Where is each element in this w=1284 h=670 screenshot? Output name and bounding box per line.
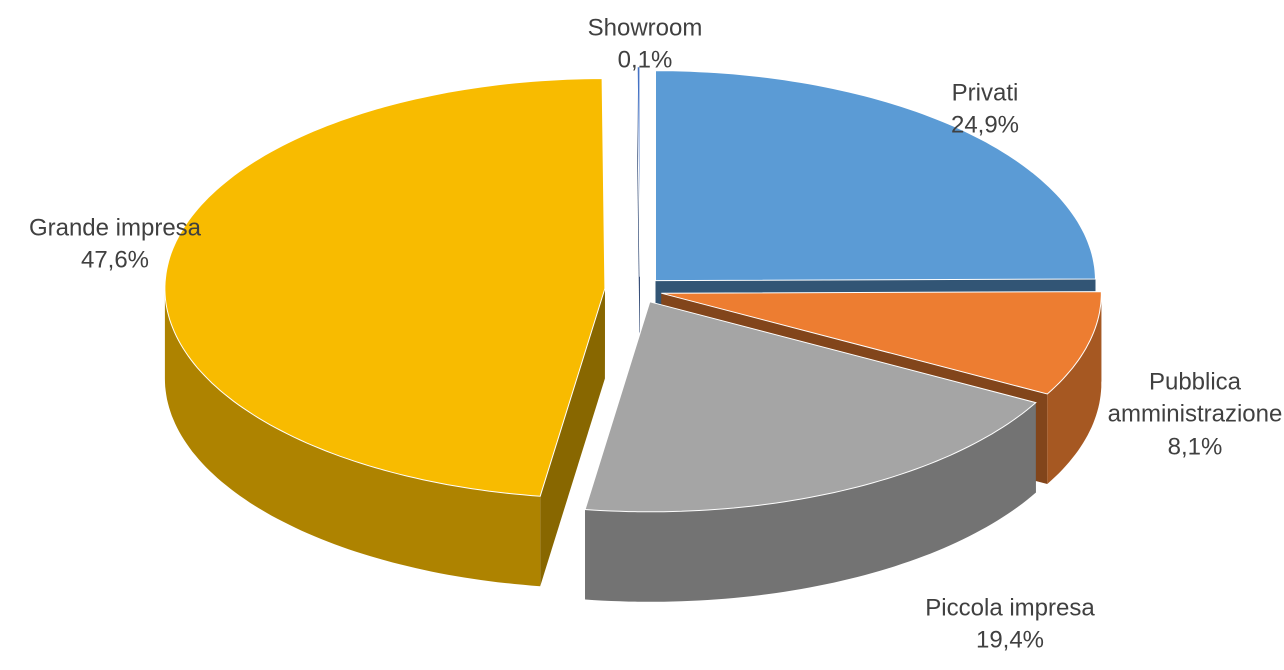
data-label: Grande impresa 47,6% bbox=[20, 213, 210, 278]
data-label: Piccola impresa 19,4% bbox=[915, 593, 1105, 658]
slice-outer-wall bbox=[585, 402, 1036, 602]
value-label: 0,1% bbox=[617, 47, 673, 74]
data-label: Showroom 0,1% bbox=[550, 13, 740, 78]
category-label: Showroom bbox=[587, 14, 703, 42]
slice bbox=[655, 70, 1097, 282]
data-label: Privati 24,9% bbox=[890, 78, 1080, 143]
value-label: 47,6% bbox=[80, 247, 150, 274]
value-label: 8,1% bbox=[1167, 433, 1223, 461]
slice-outer-wall bbox=[164, 288, 541, 587]
category-label: Pubblica amministrazione bbox=[1107, 368, 1283, 428]
data-label: Pubblica amministrazione 8,1% bbox=[1100, 366, 1284, 463]
category-label: Privati bbox=[951, 79, 1019, 107]
slice-edge-wall bbox=[540, 288, 605, 587]
value-label: 24,9% bbox=[950, 112, 1020, 139]
category-label: Grande impresa bbox=[28, 214, 202, 242]
slice bbox=[164, 77, 606, 497]
slice bbox=[636, 66, 641, 277]
slice bbox=[584, 301, 1037, 513]
value-label: 19,4% bbox=[975, 627, 1045, 654]
category-label: Piccola impresa bbox=[925, 594, 1095, 622]
slice bbox=[661, 291, 1102, 395]
slice-outer-wall bbox=[1047, 293, 1102, 484]
